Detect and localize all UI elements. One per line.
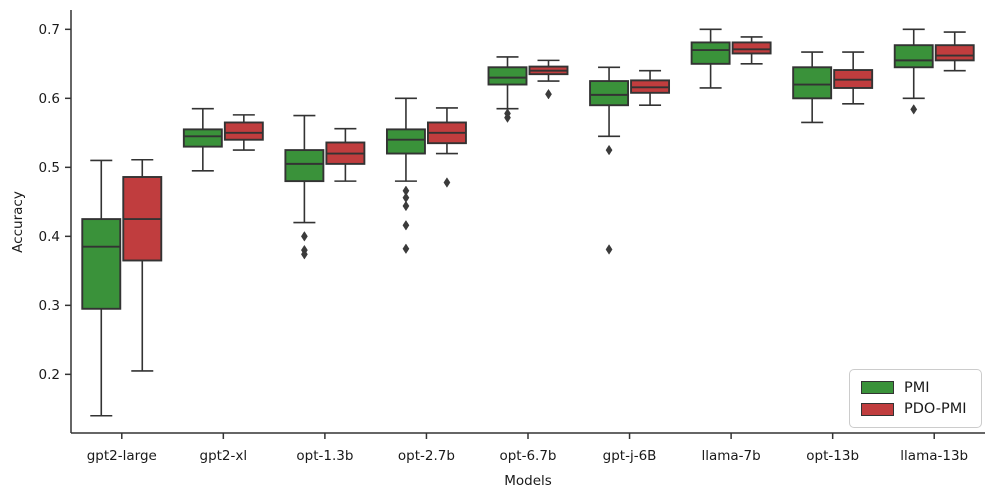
x-axis-label: Models <box>504 473 552 489</box>
outlier-diamond-PMI-opt-1.3b <box>300 249 308 260</box>
box-rect-PMI-opt-13b <box>792 66 833 100</box>
y-tick-label: 0.5 <box>39 160 60 176</box>
outlier-diamond-PMI-opt-1.3b <box>300 231 308 242</box>
box-rect-PMI-gpt2-xl <box>182 128 223 148</box>
outlier-diamond-PMI-gpt-j-6B <box>605 244 613 255</box>
box-rect-PMI-gpt-j-6B <box>589 80 630 107</box>
legend-label-pmi: PMI <box>904 379 930 396</box>
legend-item-pmi: PMI <box>861 381 970 396</box>
x-tick-label: opt-6.7b <box>499 448 556 464</box>
outlier-diamond-PMI-opt-2.7b <box>402 243 410 255</box>
box-rect-PMI-opt-2.7b <box>385 128 426 155</box>
y-tick-label: 0.4 <box>39 229 60 245</box>
x-tick-label: gpt2-large <box>87 448 157 464</box>
y-tick-label: 0.3 <box>39 298 60 314</box>
box-rect-PMI-opt-6.7b <box>487 66 528 86</box>
box-rect-PMI-opt-1.3b <box>284 149 325 183</box>
outlier-diamond-PMI-opt-6.7b <box>504 112 511 123</box>
box-rect-PDO-PMI-llama-7b <box>731 41 772 55</box>
outlier-diamond-PMI-opt-2.7b <box>402 200 410 212</box>
outlier-diamond-PDO-PMI-opt-6.7b <box>545 88 552 100</box>
y-tick-label: 0.2 <box>39 367 60 383</box>
x-tick-label: gpt-j-6B <box>603 448 657 464</box>
y-tick-label: 0.7 <box>39 22 60 38</box>
box-rect-PDO-PMI-llama-13b <box>934 44 975 62</box>
legend: PMI PDO-PMI <box>849 369 982 428</box>
legend-label-pdo-pmi: PDO-PMI <box>904 400 967 417</box>
legend-item-pdo-pmi: PDO-PMI <box>861 402 970 417</box>
y-axis-label: Accuracy <box>10 191 26 253</box>
legend-swatch-pdo-pmi-icon <box>861 402 894 416</box>
x-tick-label: llama-7b <box>701 448 760 464</box>
outlier-diamond-PMI-gpt-j-6B <box>605 144 613 156</box>
box-rect-PDO-PMI-gpt2-xl <box>223 121 264 141</box>
x-tick-label: opt-2.7b <box>398 448 455 464</box>
outlier-diamond-PDO-PMI-opt-2.7b <box>443 177 451 188</box>
outlier-diamond-PMI-llama-13b <box>910 104 918 115</box>
x-tick-label: llama-13b <box>900 448 968 464</box>
x-tick-label: opt-1.3b <box>296 448 353 464</box>
x-tick-label: opt-13b <box>806 448 859 464</box>
box-rect-PMI-llama-13b <box>893 44 934 69</box>
outlier-diamond-PMI-opt-2.7b <box>402 220 410 231</box>
x-tick-label: gpt2-xl <box>200 448 248 464</box>
box-rect-PMI-gpt2-large <box>81 218 122 310</box>
box-rect-PMI-llama-7b <box>690 41 731 65</box>
y-tick-label: 0.6 <box>39 91 60 107</box>
legend-swatch-pmi-icon <box>861 381 894 395</box>
